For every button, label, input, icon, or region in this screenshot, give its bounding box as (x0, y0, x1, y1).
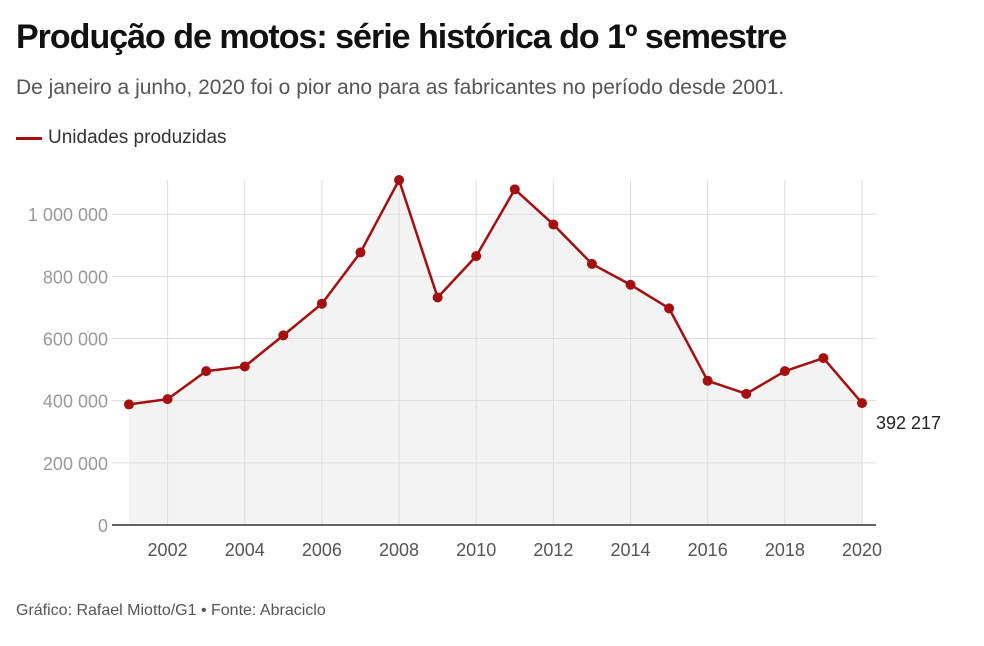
x-tick-label: 2014 (611, 540, 651, 560)
data-point (471, 251, 482, 262)
y-tick-label: 400 000 (43, 392, 108, 412)
legend-label: Unidades produzidas (48, 127, 227, 148)
chart-title: Produção de motos: série histórica do 1º… (16, 18, 787, 56)
y-tick-label: 200 000 (43, 454, 108, 474)
data-point (741, 388, 752, 399)
data-point (818, 353, 829, 364)
data-point (239, 361, 250, 372)
area-fill (129, 180, 862, 525)
x-tick-label: 2016 (688, 540, 728, 560)
x-tick-label: 2010 (456, 540, 496, 560)
end-value-label: 392 217 (876, 413, 941, 433)
data-point (625, 279, 636, 290)
data-point (201, 366, 212, 377)
data-point (857, 398, 867, 409)
data-point (316, 298, 327, 309)
x-tick-label: 2004 (225, 540, 265, 560)
legend-swatch (16, 136, 42, 140)
data-point (432, 292, 443, 303)
legend: Unidades produzidas (16, 127, 227, 149)
data-point (355, 247, 366, 258)
chart-credit: Gráfico: Rafael Miotto/G1 • Fonte: Abrac… (16, 602, 326, 619)
y-tick-label: 600 000 (43, 330, 108, 350)
chart-subtitle: De janeiro a junho, 2020 foi o pior ano … (16, 76, 785, 99)
y-tick-label: 0 (98, 516, 108, 536)
data-point (278, 330, 289, 341)
data-point (702, 375, 713, 386)
x-tick-label: 2006 (302, 540, 342, 560)
data-point (509, 184, 520, 195)
data-point (586, 258, 597, 269)
x-tick-label: 2018 (765, 540, 805, 560)
data-point (664, 303, 675, 314)
x-tick-label: 2012 (533, 540, 573, 560)
data-point (548, 219, 559, 230)
data-point (162, 394, 173, 405)
series-line (128, 178, 863, 406)
data-point (394, 175, 405, 185)
x-tick-label: 2002 (148, 540, 188, 560)
x-tick-label: 2008 (379, 540, 419, 560)
x-tick-label: 2020 (842, 540, 882, 560)
data-point (779, 366, 790, 377)
y-tick-label: 800 000 (43, 267, 108, 287)
data-point (124, 399, 134, 410)
y-tick-label: 1 000 000 (28, 205, 108, 225)
